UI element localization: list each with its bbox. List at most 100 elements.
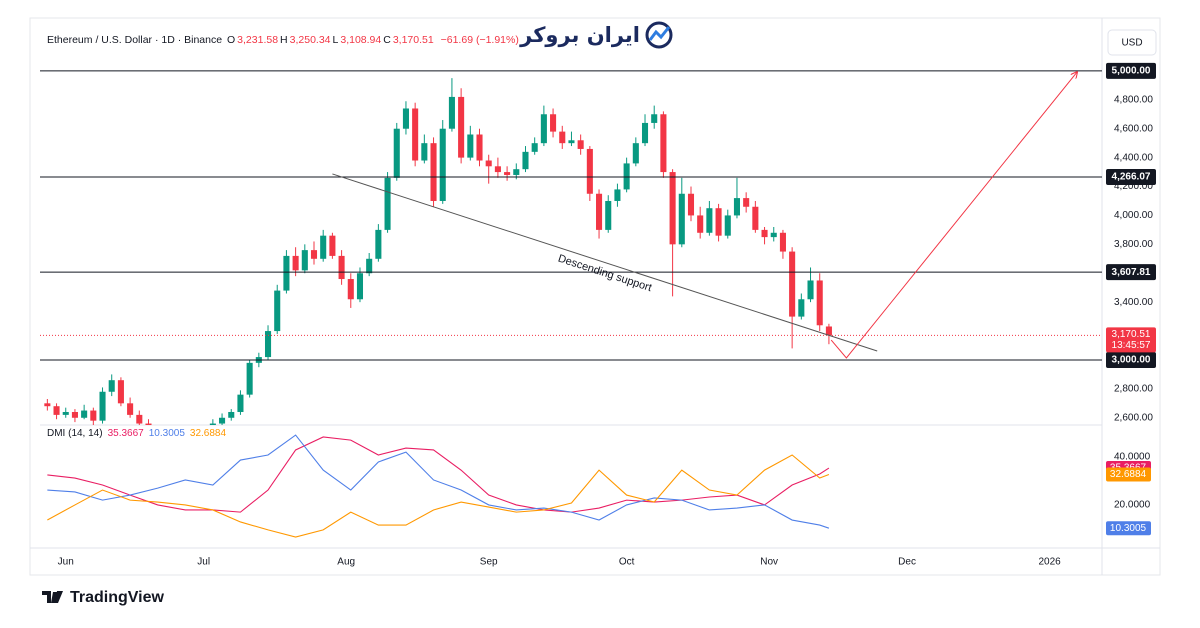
candle-body bbox=[687, 193, 695, 216]
candle-body bbox=[697, 215, 704, 233]
candle-body bbox=[632, 143, 639, 164]
level-box bbox=[1106, 351, 1156, 368]
level-box bbox=[1106, 264, 1156, 281]
candle-body bbox=[623, 163, 630, 190]
candle-body bbox=[71, 411, 78, 418]
candle-body bbox=[559, 131, 566, 144]
candle-body bbox=[375, 229, 382, 259]
price-plot bbox=[44, 78, 832, 425]
indicator-value-box bbox=[1106, 521, 1151, 536]
candle-body bbox=[743, 198, 750, 207]
candle-body bbox=[301, 250, 308, 271]
field-key: C bbox=[383, 34, 391, 46]
level-box bbox=[1106, 62, 1156, 79]
candle-body bbox=[596, 193, 603, 230]
indicator-value-label: 10.3005 bbox=[1110, 523, 1147, 534]
candle-body bbox=[660, 114, 667, 173]
candle-body bbox=[568, 140, 575, 144]
candle-body bbox=[145, 423, 152, 425]
candle-body bbox=[44, 403, 51, 407]
candle-body bbox=[651, 114, 658, 123]
candle-body bbox=[237, 394, 244, 412]
indicator-title: DMI (14, 14) 35.3667 10.3005 32.6884 bbox=[47, 428, 226, 439]
x-tick-label: Nov bbox=[760, 557, 778, 568]
y-tick-label: 40.0000 bbox=[1114, 452, 1151, 463]
candle-body bbox=[733, 198, 741, 216]
candle-body bbox=[798, 299, 805, 317]
candle-body bbox=[614, 189, 621, 201]
indicator-value: 32.6884 bbox=[190, 428, 227, 439]
candle-body bbox=[779, 232, 786, 252]
candle-body bbox=[356, 273, 364, 300]
candle-body bbox=[550, 114, 557, 132]
candle-body bbox=[136, 414, 143, 424]
candle-body bbox=[669, 172, 676, 245]
candle-body bbox=[724, 215, 731, 236]
candle-body bbox=[789, 251, 796, 317]
countdown-label: 13:45:57 bbox=[1112, 340, 1151, 351]
dmi-plot bbox=[47, 434, 830, 538]
candle-body bbox=[467, 134, 474, 158]
candle-body bbox=[540, 114, 547, 144]
candle-body bbox=[504, 172, 511, 175]
candle-body bbox=[384, 177, 391, 230]
field-key: L bbox=[332, 34, 339, 46]
level-label: 4,266.07 bbox=[1112, 172, 1151, 183]
candle-body bbox=[219, 417, 226, 424]
field-value: 3,170.51 bbox=[392, 34, 434, 46]
candle-body bbox=[99, 391, 106, 421]
level-label: 3,607.81 bbox=[1112, 267, 1151, 278]
candle-body bbox=[476, 134, 483, 161]
candle-body bbox=[430, 143, 437, 201]
y-tick-label: 4,800.00 bbox=[1114, 94, 1153, 105]
y-tick-label: 2,600.00 bbox=[1114, 412, 1153, 423]
candle-body bbox=[412, 108, 419, 161]
x-tick-label: Dec bbox=[898, 557, 916, 568]
trendline bbox=[332, 173, 878, 352]
candle-body bbox=[761, 229, 768, 238]
candle-body bbox=[439, 128, 446, 201]
last-price-label: 3,170.51 bbox=[1112, 329, 1151, 340]
dmi-line bbox=[47, 436, 830, 513]
candle-body bbox=[310, 250, 318, 259]
candle-body bbox=[228, 411, 235, 418]
logo: ایران بروکر bbox=[519, 21, 673, 49]
y-tick-label: 3,400.00 bbox=[1114, 297, 1153, 308]
field-key: H bbox=[280, 34, 288, 46]
field-value: 3,250.34 bbox=[289, 34, 331, 46]
candle-body bbox=[577, 140, 584, 149]
candle-body bbox=[770, 232, 777, 238]
field-key: O bbox=[227, 34, 236, 46]
symbol-header: Ethereum / U.S. Dollar · 1D · Binance O 3… bbox=[47, 34, 521, 46]
candle-body bbox=[825, 326, 832, 336]
frame bbox=[29, 17, 1161, 576]
candle-body bbox=[209, 423, 216, 425]
currency[interactable]: USD bbox=[1121, 38, 1142, 49]
candle-body bbox=[62, 411, 69, 415]
candle-body bbox=[366, 258, 373, 274]
candle-body bbox=[448, 96, 455, 129]
candle-body bbox=[586, 148, 593, 194]
candle-body bbox=[706, 208, 713, 233]
y-tick-label: 4,600.00 bbox=[1114, 123, 1153, 134]
level-label: 5,000.00 bbox=[1112, 66, 1151, 77]
candle-body bbox=[752, 206, 759, 230]
footer-logo: TradingView bbox=[42, 589, 165, 606]
x-tick-label: 2026 bbox=[1038, 557, 1061, 568]
change: −61.69 (−1.91%) bbox=[440, 34, 519, 46]
projection-line bbox=[830, 72, 1077, 359]
x-tick-label: Jul bbox=[197, 557, 210, 568]
field-value: 3,108.94 bbox=[340, 34, 382, 46]
indicator-value: 10.3005 bbox=[149, 428, 186, 439]
x-tick-label: Sep bbox=[480, 557, 498, 568]
indicator-name: DMI (14, 14) bbox=[47, 428, 103, 439]
candle-body bbox=[274, 290, 281, 332]
indicator-value-box bbox=[1106, 467, 1151, 482]
symbol: Ethereum / U.S. Dollar · 1D · Binance bbox=[47, 34, 223, 46]
last-price-box bbox=[1106, 327, 1156, 353]
logo-text: ایران بروکر bbox=[519, 23, 640, 47]
currency-button[interactable] bbox=[1107, 29, 1157, 56]
x-tick-label: Jun bbox=[58, 557, 74, 568]
